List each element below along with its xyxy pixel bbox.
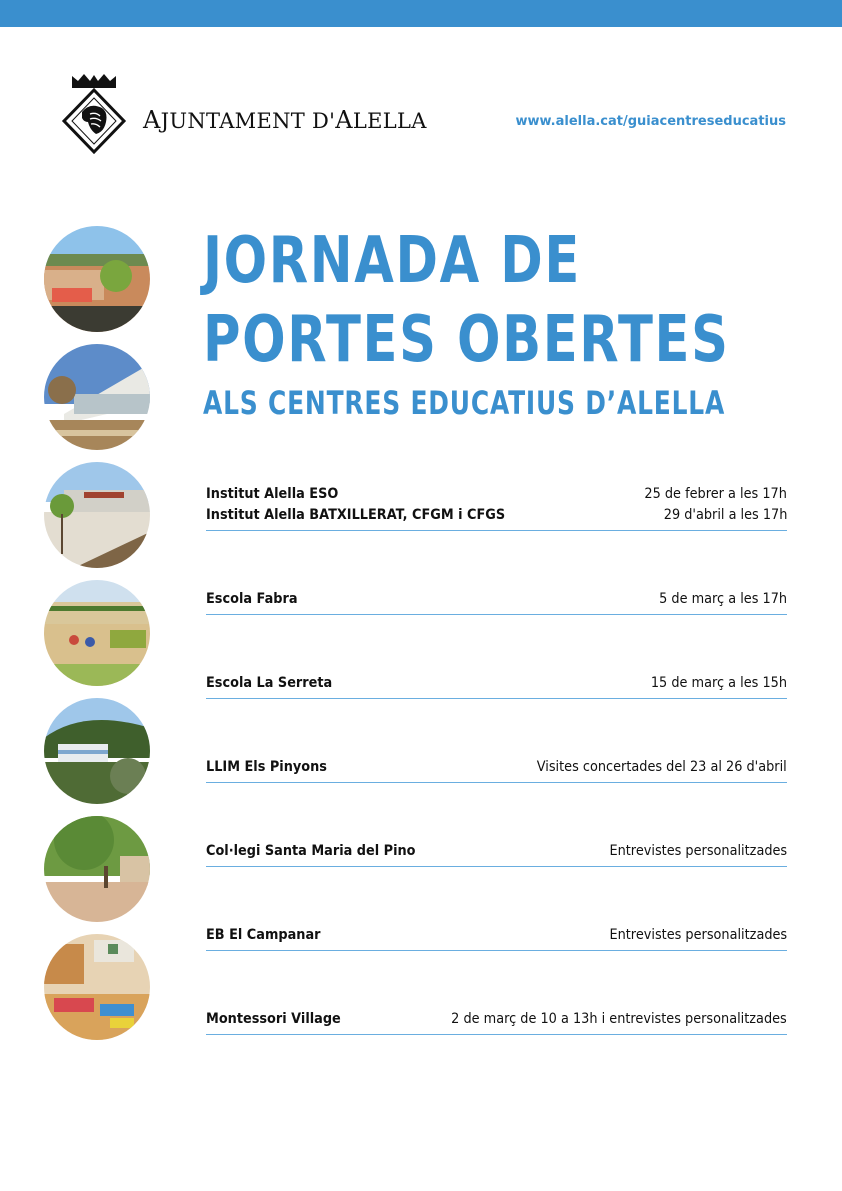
school-photo-2 bbox=[44, 344, 150, 450]
event-line: Institut Alella ESO 25 de febrer a les 1… bbox=[206, 484, 787, 505]
school-photo-7 bbox=[44, 934, 150, 1040]
event-row: Col·legi Santa Maria del Pino Entreviste… bbox=[206, 841, 787, 867]
event-line: Escola La Serreta 15 de març a les 15h bbox=[206, 673, 787, 694]
event-date: 29 d'abril a les 17h bbox=[663, 507, 787, 523]
org-name-part: JUNTAMENT D' bbox=[160, 109, 336, 133]
title-line-1: JORNADA DE bbox=[203, 224, 581, 298]
organization-name: AJUNTAMENT D'ALELLA bbox=[143, 106, 427, 134]
event-row: Escola Fabra 5 de març a les 17h bbox=[206, 589, 787, 615]
school-name: Escola Fabra bbox=[206, 591, 298, 607]
event-row: LLIM Els Pinyons Visites concertades del… bbox=[206, 757, 787, 783]
school-photo-1 bbox=[44, 226, 150, 332]
top-accent-bar bbox=[0, 0, 842, 27]
school-name: EB El Campanar bbox=[206, 927, 321, 943]
event-line: EB El Campanar Entrevistes personalitzad… bbox=[206, 925, 787, 946]
school-name: Montessori Village bbox=[206, 1011, 341, 1027]
event-line: Escola Fabra 5 de març a les 17h bbox=[206, 589, 787, 610]
school-photo-3 bbox=[44, 462, 150, 568]
school-name: Escola La Serreta bbox=[206, 675, 333, 691]
school-name: LLIM Els Pinyons bbox=[206, 759, 327, 775]
event-line: Col·legi Santa Maria del Pino Entreviste… bbox=[206, 841, 787, 862]
event-row: EB El Campanar Entrevistes personalitzad… bbox=[206, 925, 787, 951]
school-name: Col·legi Santa Maria del Pino bbox=[206, 843, 416, 859]
event-row: Montessori Village 2 de març de 10 a 13h… bbox=[206, 1009, 787, 1035]
school-photo-4 bbox=[44, 580, 150, 686]
guide-url-link[interactable]: www.alella.cat/guiacentreseducatius bbox=[515, 114, 786, 129]
school-name: Institut Alella BATXILLERAT, CFGM i CFGS bbox=[206, 507, 506, 523]
event-date: 2 de març de 10 a 13h i entrevistes pers… bbox=[451, 1011, 787, 1027]
event-line: Institut Alella BATXILLERAT, CFGM i CFGS… bbox=[206, 505, 787, 526]
event-date: 15 de març a les 15h bbox=[650, 675, 787, 691]
title-line-3: ALS CENTRES EDUCATIUS D’ALELLA bbox=[203, 384, 726, 422]
event-date: Entrevistes personalitzades bbox=[609, 843, 787, 859]
event-row: Escola La Serreta 15 de març a les 15h bbox=[206, 673, 787, 699]
event-line: LLIM Els Pinyons Visites concertades del… bbox=[206, 757, 787, 778]
event-date: Visites concertades del 23 al 26 d'abril bbox=[537, 759, 787, 775]
school-photo-6 bbox=[44, 816, 150, 922]
org-initial-a-2: A bbox=[335, 106, 353, 134]
school-photo-5 bbox=[44, 698, 150, 804]
org-initial-a: A bbox=[143, 106, 161, 134]
event-date: 25 de febrer a les 17h bbox=[644, 486, 787, 502]
event-row: Institut Alella ESO 25 de febrer a les 1… bbox=[206, 484, 787, 531]
org-name-tail: LELLA bbox=[352, 109, 427, 133]
event-date: Entrevistes personalitzades bbox=[609, 927, 787, 943]
school-name: Institut Alella ESO bbox=[206, 486, 339, 502]
title-line-2: PORTES OBERTES bbox=[203, 303, 730, 377]
event-date: 5 de març a les 17h bbox=[659, 591, 787, 607]
alella-coat-of-arms-icon bbox=[60, 72, 128, 155]
event-line: Montessori Village 2 de març de 10 a 13h… bbox=[206, 1009, 787, 1030]
